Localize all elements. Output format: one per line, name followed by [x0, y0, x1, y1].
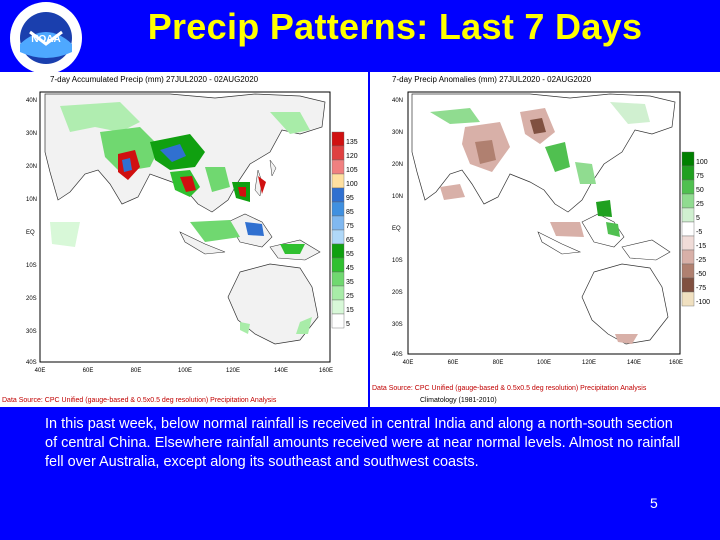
legend-label: 100 [346, 181, 358, 188]
legend-label: 65 [346, 237, 354, 244]
legend-swatch [681, 221, 695, 237]
legend-swatch [681, 151, 695, 167]
legend-swatch [331, 159, 345, 175]
right-map-header: 7-day Precip Anomalies (mm) 27JUL2020 - … [392, 75, 592, 84]
legend-label: 15 [346, 307, 354, 314]
precip-anomaly-map: 7-day Precip Anomalies (mm) 27JUL2020 - … [370, 72, 720, 407]
right-data-source: Data Source: CPC Unified (gauge-based & … [372, 385, 647, 392]
legend-swatch [331, 173, 345, 189]
legend-label: 85 [346, 209, 354, 216]
right-lon-label: 60E [448, 360, 459, 366]
right-lon-label: 80E [493, 360, 504, 366]
right-lon-label: 120E [582, 360, 596, 366]
left-legend: 135 120 105 100 95 85 75 65 55 45 35 25 15 5 [331, 131, 358, 329]
legend-label: 100 [696, 159, 708, 166]
legend-swatch [681, 179, 695, 195]
legend-swatch [681, 207, 695, 223]
legend-label: -75 [696, 285, 706, 292]
left-lon-label: 100E [178, 368, 192, 374]
left-lon-label: 80E [131, 368, 142, 374]
right-climatology: Climatology (1981-2010) [420, 397, 497, 404]
left-lat-label: 40S [26, 360, 37, 366]
right-lat-label: 10N [392, 194, 403, 200]
right-lat-label: 20N [392, 162, 403, 168]
right-lat-label: 20S [392, 290, 403, 296]
legend-swatch [681, 277, 695, 293]
left-lon-label: 60E [83, 368, 94, 374]
left-lat-label: 20N [26, 164, 37, 170]
legend-label: -50 [696, 271, 706, 278]
legend-label: 5 [346, 321, 350, 328]
left-lat-label: 20S [26, 296, 37, 302]
left-lon-label: 140E [274, 368, 288, 374]
legend-swatch [331, 187, 345, 203]
legend-label: 35 [346, 279, 354, 286]
legend-label: -25 [696, 257, 706, 264]
legend-label: 25 [696, 201, 704, 208]
left-map-header: 7-day Accumulated Precip (mm) 27JUL2020 … [50, 75, 259, 84]
left-lat-label: 30S [26, 329, 37, 335]
legend-swatch [331, 299, 345, 315]
legend-label: -15 [696, 243, 706, 250]
right-lon-label: 100E [537, 360, 551, 366]
legend-label: 95 [346, 195, 354, 202]
left-lat-label: 10N [26, 197, 37, 203]
left-lon-label: 160E [319, 368, 333, 374]
legend-label: 5 [696, 215, 700, 222]
legend-swatch [331, 145, 345, 161]
right-lat-label: 40S [392, 352, 403, 358]
left-lat-label: 40N [26, 98, 37, 104]
legend-label: 55 [346, 251, 354, 258]
left-lat-label: EQ [26, 230, 35, 236]
right-lat-label: 30S [392, 322, 403, 328]
right-lat-label: EQ [392, 226, 401, 232]
legend-swatch [331, 229, 345, 245]
left-lat-label: 10S [26, 263, 37, 269]
legend-swatch [331, 201, 345, 217]
page-number: 5 [650, 495, 658, 511]
right-lon-label: 160E [669, 360, 683, 366]
legend-label: 75 [346, 223, 354, 230]
legend-swatch [681, 165, 695, 181]
summary-text: In this past week, below normal rainfall… [45, 416, 681, 470]
accumulated-precip-map: 7-day Accumulated Precip (mm) 27JUL2020 … [0, 72, 368, 407]
legend-label: 75 [696, 173, 704, 180]
right-legend: 100 75 50 25 5 -5 -15 -25 -50 -75 -100 [681, 151, 710, 307]
left-lat-label: 30N [26, 131, 37, 137]
legend-swatch [681, 249, 695, 265]
right-lat-label: 30N [392, 130, 403, 136]
right-lon-label: 140E [627, 360, 641, 366]
left-lon-label: 120E [226, 368, 240, 374]
noaa-logo: NOAA [0, 0, 92, 78]
legend-label: 45 [346, 265, 354, 272]
legend-label: 50 [696, 187, 704, 194]
legend-label: -5 [696, 229, 702, 236]
right-lon-label: 40E [403, 360, 414, 366]
legend-label: 120 [346, 153, 358, 160]
legend-label: 105 [346, 167, 358, 174]
legend-swatch [681, 263, 695, 279]
left-data-source: Data Source: CPC Unified (gauge-based & … [2, 397, 277, 404]
legend-label: -100 [696, 299, 710, 306]
legend-swatch [331, 313, 345, 329]
legend-swatch [331, 285, 345, 301]
right-lat-label: 40N [392, 98, 403, 104]
legend-swatch [331, 243, 345, 259]
legend-swatch [331, 131, 345, 147]
page-title: Precip Patterns: Last 7 Days [147, 6, 643, 47]
legend-swatch [331, 215, 345, 231]
legend-swatch [681, 291, 695, 307]
right-lat-label: 10S [392, 258, 403, 264]
legend-swatch [681, 193, 695, 209]
legend-swatch [331, 257, 345, 273]
legend-swatch [681, 235, 695, 251]
left-lon-label: 40E [35, 368, 46, 374]
noaa-logo-text: NOAA [31, 34, 60, 45]
legend-label: 135 [346, 139, 358, 146]
legend-swatch [331, 271, 345, 287]
legend-label: 25 [346, 293, 354, 300]
